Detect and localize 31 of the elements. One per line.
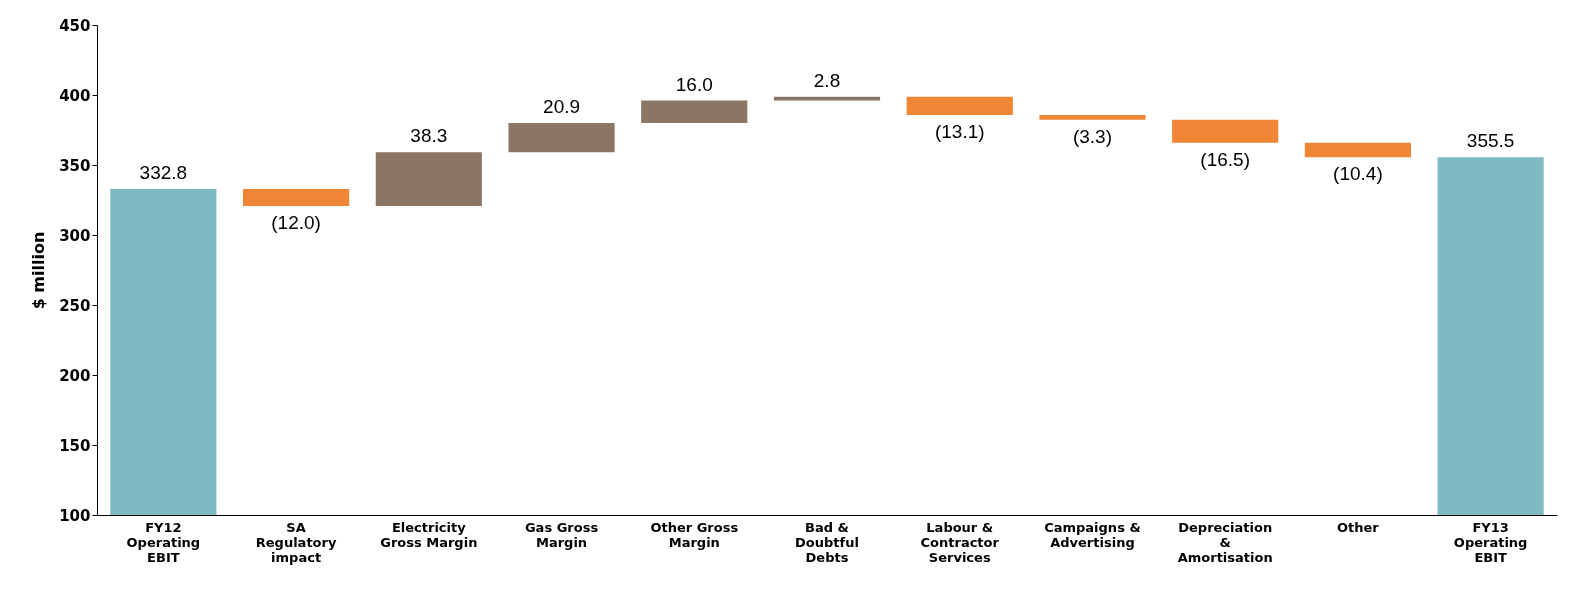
y-tick-label: 250 (59, 296, 91, 315)
data-label: (16.5) (1200, 148, 1250, 170)
y-tick-label: 450 (59, 16, 91, 35)
data-label: 38.3 (410, 125, 448, 147)
x-tick-label: Electricity Gross Margin (380, 519, 478, 550)
data-label: (13.1) (934, 121, 985, 143)
x-tick-label: Campaigns & Advertising (1044, 519, 1141, 550)
x-tick-label: Labour & Contractor Services (920, 519, 1000, 565)
y-tick-label: 150 (59, 436, 91, 455)
x-tick-label: FY13 Operating EBIT (1453, 519, 1528, 565)
x-tick-label: Other Gross Margin (650, 519, 739, 550)
data-label: (3.3) (1072, 125, 1112, 147)
x-tick-label: Gas Gross Margin (524, 519, 599, 550)
y-tick-label: 350 (59, 156, 91, 175)
y-tick-label: 100 (59, 506, 91, 525)
data-label: 16.0 (675, 73, 713, 95)
x-tick-label: Other (1337, 519, 1380, 535)
x-tick-label: Depreciation & Amortisation (1177, 519, 1273, 565)
x-tick-label: Bad & Doubtful Debts (795, 519, 859, 565)
y-tick-label: 400 (59, 86, 91, 105)
x-tick-label: SA Regulatory impact (255, 519, 337, 565)
data-label: (12.0) (271, 211, 321, 233)
data-label: (10.4) (1333, 163, 1383, 185)
data-label: 20.9 (543, 96, 581, 117)
data-label: 355.5 (1466, 130, 1515, 152)
y-tick-label: 300 (59, 226, 91, 245)
y-tick-label: 200 (59, 366, 91, 385)
data-label: 2.8 (813, 69, 841, 91)
y-axis-title: $ million (29, 231, 49, 310)
x-tick-label: FY12 Operating EBIT (126, 519, 201, 565)
data-label: 332.8 (139, 162, 188, 184)
